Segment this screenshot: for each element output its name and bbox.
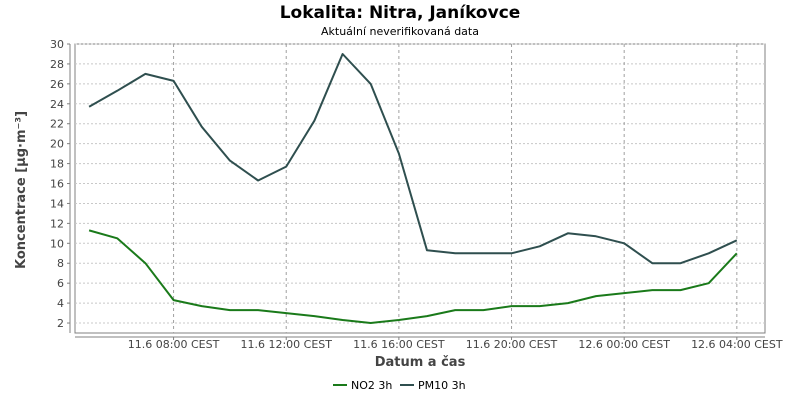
y-tick-label: 10	[50, 237, 64, 250]
series-line-pm10-3h	[88, 53, 738, 265]
y-tick-label: 20	[50, 138, 64, 151]
series-line-no2-3h	[88, 229, 738, 324]
y-tick-label: 6	[57, 277, 64, 290]
y-tick-label: 16	[50, 178, 64, 191]
x-tick-label: 12.6 04:00 CEST	[691, 338, 783, 351]
x-axis: 11.6 08:00 CEST 11.6 12:00 CEST 11.6 16:00…	[75, 336, 783, 351]
series-layer	[88, 53, 738, 324]
x-tick-label: 11.6 20:00 CEST	[466, 338, 558, 351]
y-tick-label: 30	[50, 38, 64, 51]
y-tick-label: 4	[57, 297, 64, 310]
legend: NO2 3h PM10 3h	[333, 379, 466, 392]
y-tick-label: 24	[50, 98, 64, 111]
y-tick-label: 14	[50, 197, 64, 210]
y-axis-label: Koncentrace [µg·m⁻³]	[14, 111, 29, 269]
y-tick-label: 28	[50, 58, 64, 71]
x-tick-label: 12.6 00:00 CEST	[578, 338, 670, 351]
legend-item-label: PM10 3h	[418, 379, 466, 392]
x-tick-label: 11.6 08:00 CEST	[128, 338, 220, 351]
x-axis-label: Datum a čas	[375, 355, 466, 370]
y-tick-label: 22	[50, 118, 64, 131]
chart-title: Lokalita: Nitra, Janíkovce	[280, 3, 521, 23]
y-tick-label: 8	[57, 257, 64, 270]
y-tick-label: 26	[50, 78, 64, 91]
legend-item-label: NO2 3h	[351, 379, 392, 392]
x-tick-label: 11.6 16:00 CEST	[353, 338, 445, 351]
y-tick-label: 12	[50, 217, 64, 230]
chart-subtitle: Aktuální neverifikovaná data	[321, 25, 479, 38]
x-tick-label: 11.6 12:00 CEST	[240, 338, 332, 351]
y-tick-label: 18	[50, 158, 64, 171]
y-tick-label: 2	[57, 317, 64, 330]
plot-area	[74, 43, 766, 334]
